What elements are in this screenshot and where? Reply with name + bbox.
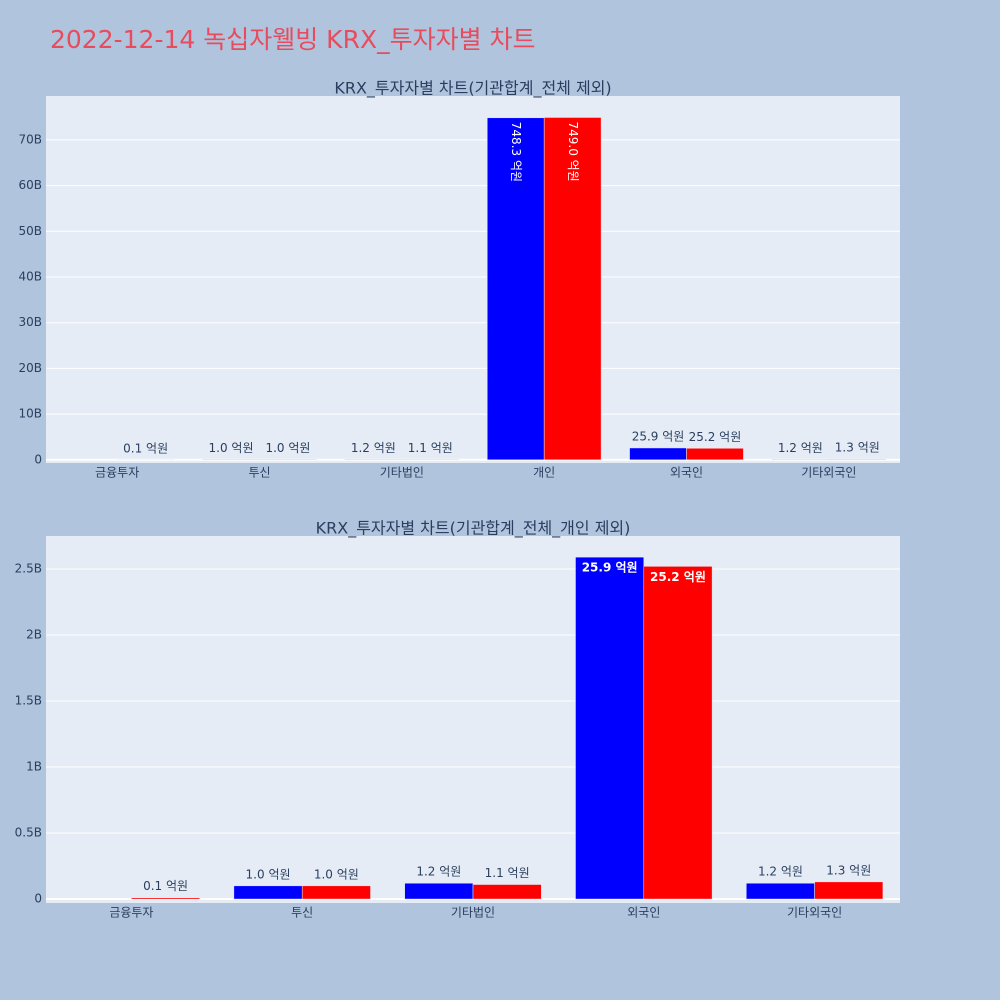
x-tick-label: 금융투자 [109,906,153,920]
bar [814,881,884,900]
x-tick-label: 기타외국인 [787,906,842,920]
x-tick-label: 기타법인 [451,906,495,920]
y-tick-label: 2B [26,628,42,642]
value-label: 749.0 억원 [566,121,580,181]
value-label: 1.1 억원 [408,441,453,455]
bar [771,459,830,461]
bar [486,117,545,461]
y-tick-label: 2.5B [15,562,42,576]
x-tick-label: 외국인 [627,906,660,920]
bar [344,459,403,461]
y-tick-label: 30B [18,315,42,329]
y-tick-label: 20B [18,361,42,375]
value-label: 1.0 억원 [209,441,254,455]
y-tick-label: 0 [34,452,42,466]
chart-title: KRX_투자자별 차트(기관합계_전체 제외) [334,79,611,99]
bar [401,459,460,461]
value-label: 1.1 억원 [485,866,530,880]
bar [472,884,542,900]
value-label: 0.1 억원 [123,441,168,455]
value-label: 0.1 억원 [143,879,188,893]
y-tick-label: 10B [18,407,42,421]
plot-area [46,96,900,463]
value-label: 25.2 억원 [689,430,742,444]
x-tick-label: 투신 [248,466,270,480]
value-label: 1.0 억원 [265,441,310,455]
y-tick-label: 50B [18,224,42,238]
value-label: 748.3 억원 [509,122,523,182]
bar [643,566,713,900]
page-title: 2022-12-14 녹십자웰빙 KRX_투자자별 차트 [50,25,536,54]
x-tick-label: 금융투자 [95,466,139,480]
value-label: 1.2 억원 [758,865,803,879]
y-tick-label: 60B [18,178,42,192]
x-tick-label: 기타법인 [380,466,424,480]
y-tick-label: 70B [18,132,42,146]
x-tick-label: 개인 [533,466,555,480]
bar [828,458,887,461]
value-label: 1.3 억원 [835,441,880,455]
chart-title: KRX_투자자별 차트(기관합계_전체_개인 제외) [316,519,631,539]
bar [233,885,303,900]
bar [575,556,645,900]
plot-area [46,536,900,903]
value-label: 1.2 억원 [416,865,461,879]
bar [686,448,744,461]
x-tick-label: 투신 [291,906,313,920]
bar [543,117,602,461]
x-tick-label: 외국인 [670,466,703,480]
bar [746,882,815,900]
value-label: 1.2 억원 [778,441,823,455]
bar [301,885,371,900]
value-label: 25.9 억원 [632,429,685,443]
y-tick-label: 0.5B [15,826,42,840]
y-tick-label: 1.5B [15,694,42,708]
bar [131,897,200,900]
value-label: 1.3 억원 [826,863,871,877]
x-tick-label: 기타외국인 [801,466,856,480]
y-tick-label: 40B [18,269,42,283]
value-label: 1.2 억원 [351,441,396,455]
y-tick-label: 1B [26,760,42,774]
value-label: 25.9 억원 [582,561,638,575]
value-label: 1.0 억원 [314,867,359,881]
y-tick-label: 0 [34,892,42,906]
value-label: 25.2 억원 [650,570,706,584]
value-label: 1.0 억원 [246,867,291,881]
bar [404,882,474,900]
bar [629,447,687,461]
